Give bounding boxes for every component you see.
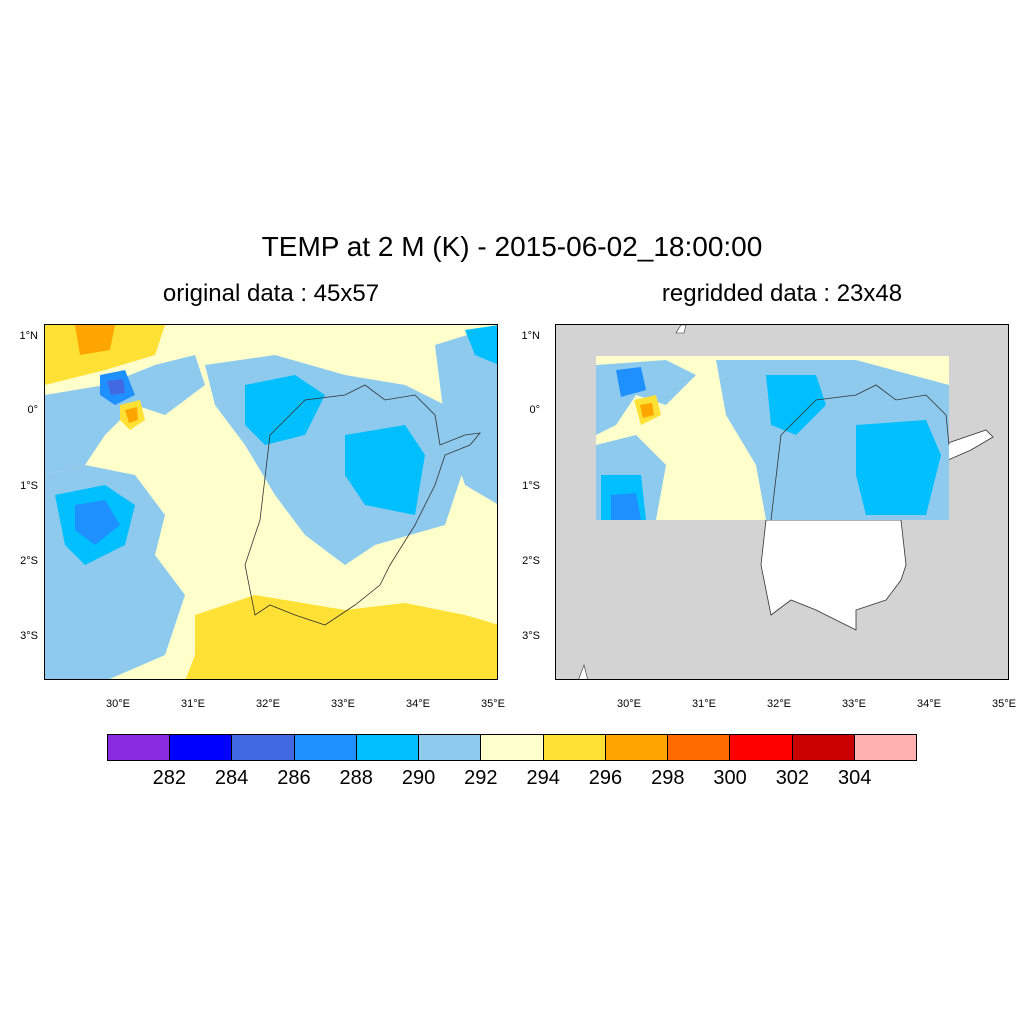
original-data-map [44,324,498,680]
colorbar-box [792,735,855,760]
contour-286-northwest [107,379,125,395]
colorbar-box [356,735,420,760]
colorbar-label: 282 [152,767,186,789]
colorbar [107,734,917,761]
original-data-contours [45,325,497,679]
colorbar-box [854,735,917,760]
colorbar-label: 298 [651,767,685,789]
lon-label-32e: 32°E [256,698,280,710]
colorbar-label: 296 [588,767,623,789]
lat-label-1s: 1°S [20,480,38,492]
contour-288-southwest [611,493,641,520]
lon-label-34e-right: 34°E [917,698,941,710]
colorbar-box [481,735,544,760]
lon-label-32e-right: 32°E [767,698,791,710]
lat-label-3s-right: 3°S [522,630,540,642]
contour-290-east [345,425,425,515]
contour-296-north [45,325,165,385]
lon-label-31e: 31°E [181,698,205,710]
contour-298-hotspot [125,407,138,423]
colorbar-box [605,735,669,760]
contour-288-southwest [75,500,120,545]
colorbar-label: 290 [401,767,436,789]
colorbar-box [419,735,482,760]
lat-label-3s: 3°S [20,630,38,642]
lat-label-1n: 1°N [19,330,38,342]
country-border [244,384,481,626]
contour-290-northeast [465,325,497,365]
country-border [770,384,950,521]
colorbar-label: 284 [214,767,249,789]
map-title: TEMP at 2 M (K) - 2015-06-02_18:00:00 [261,231,763,262]
lat-label-2s-right: 2°S [522,555,540,567]
lat-label-0: 0° [27,404,38,416]
lat-label-1n-right: 1°N [521,330,540,342]
land-east-peninsula [947,429,994,461]
lon-label-33e: 33°E [331,698,355,710]
regridded-data-map [555,324,1009,680]
lon-label-35e: 35°E [481,698,505,710]
lon-label-31e-right: 31°E [692,698,716,710]
contour-298-hotspot [640,403,654,418]
colorbar-box [170,735,233,760]
lat-label-2s: 2°S [20,555,38,567]
land-southwest-corner [578,663,588,679]
lon-label-30e: 30°E [106,698,130,710]
land-northwest-corner [675,325,687,334]
lon-label-30e-right: 30°E [617,698,641,710]
land-outside-data [760,519,907,631]
colorbar-box [294,735,357,760]
colorbar-label: 304 [838,767,872,789]
contour-296-south [185,595,497,679]
colorbar-label: 300 [713,767,747,789]
contour-298-north [75,325,115,355]
colorbar-label: 292 [464,767,498,789]
lon-label-35e-right: 35°E [992,698,1016,710]
colorbar-label: 288 [339,767,373,789]
colorbar-label: 286 [277,767,311,789]
lon-label-33e-right: 33°E [842,698,866,710]
contour-290-east [856,420,941,515]
colorbar-box [232,735,295,760]
colorbar-box [543,735,606,760]
regridded-data-contours [578,325,994,679]
lat-label-0-right: 0° [529,404,540,416]
colorbar-box [730,735,793,760]
contour-292-center [205,355,465,565]
contour-290-central [766,375,826,435]
lat-label-1s-right: 1°S [522,480,540,492]
lon-label-34e: 34°E [406,698,430,710]
colorbar-label: 294 [526,767,560,789]
contour-288-northwest [616,367,646,397]
colorbar-box [668,735,731,760]
contour-290-central [245,375,325,445]
panel-left-subtitle: original data : 45x57 [162,280,380,307]
panel-right-subtitle: regridded data : 23x48 [661,280,903,307]
colorbar-label: 302 [775,767,810,789]
colorbar-box [108,735,171,760]
contour-292-east [435,325,497,504]
